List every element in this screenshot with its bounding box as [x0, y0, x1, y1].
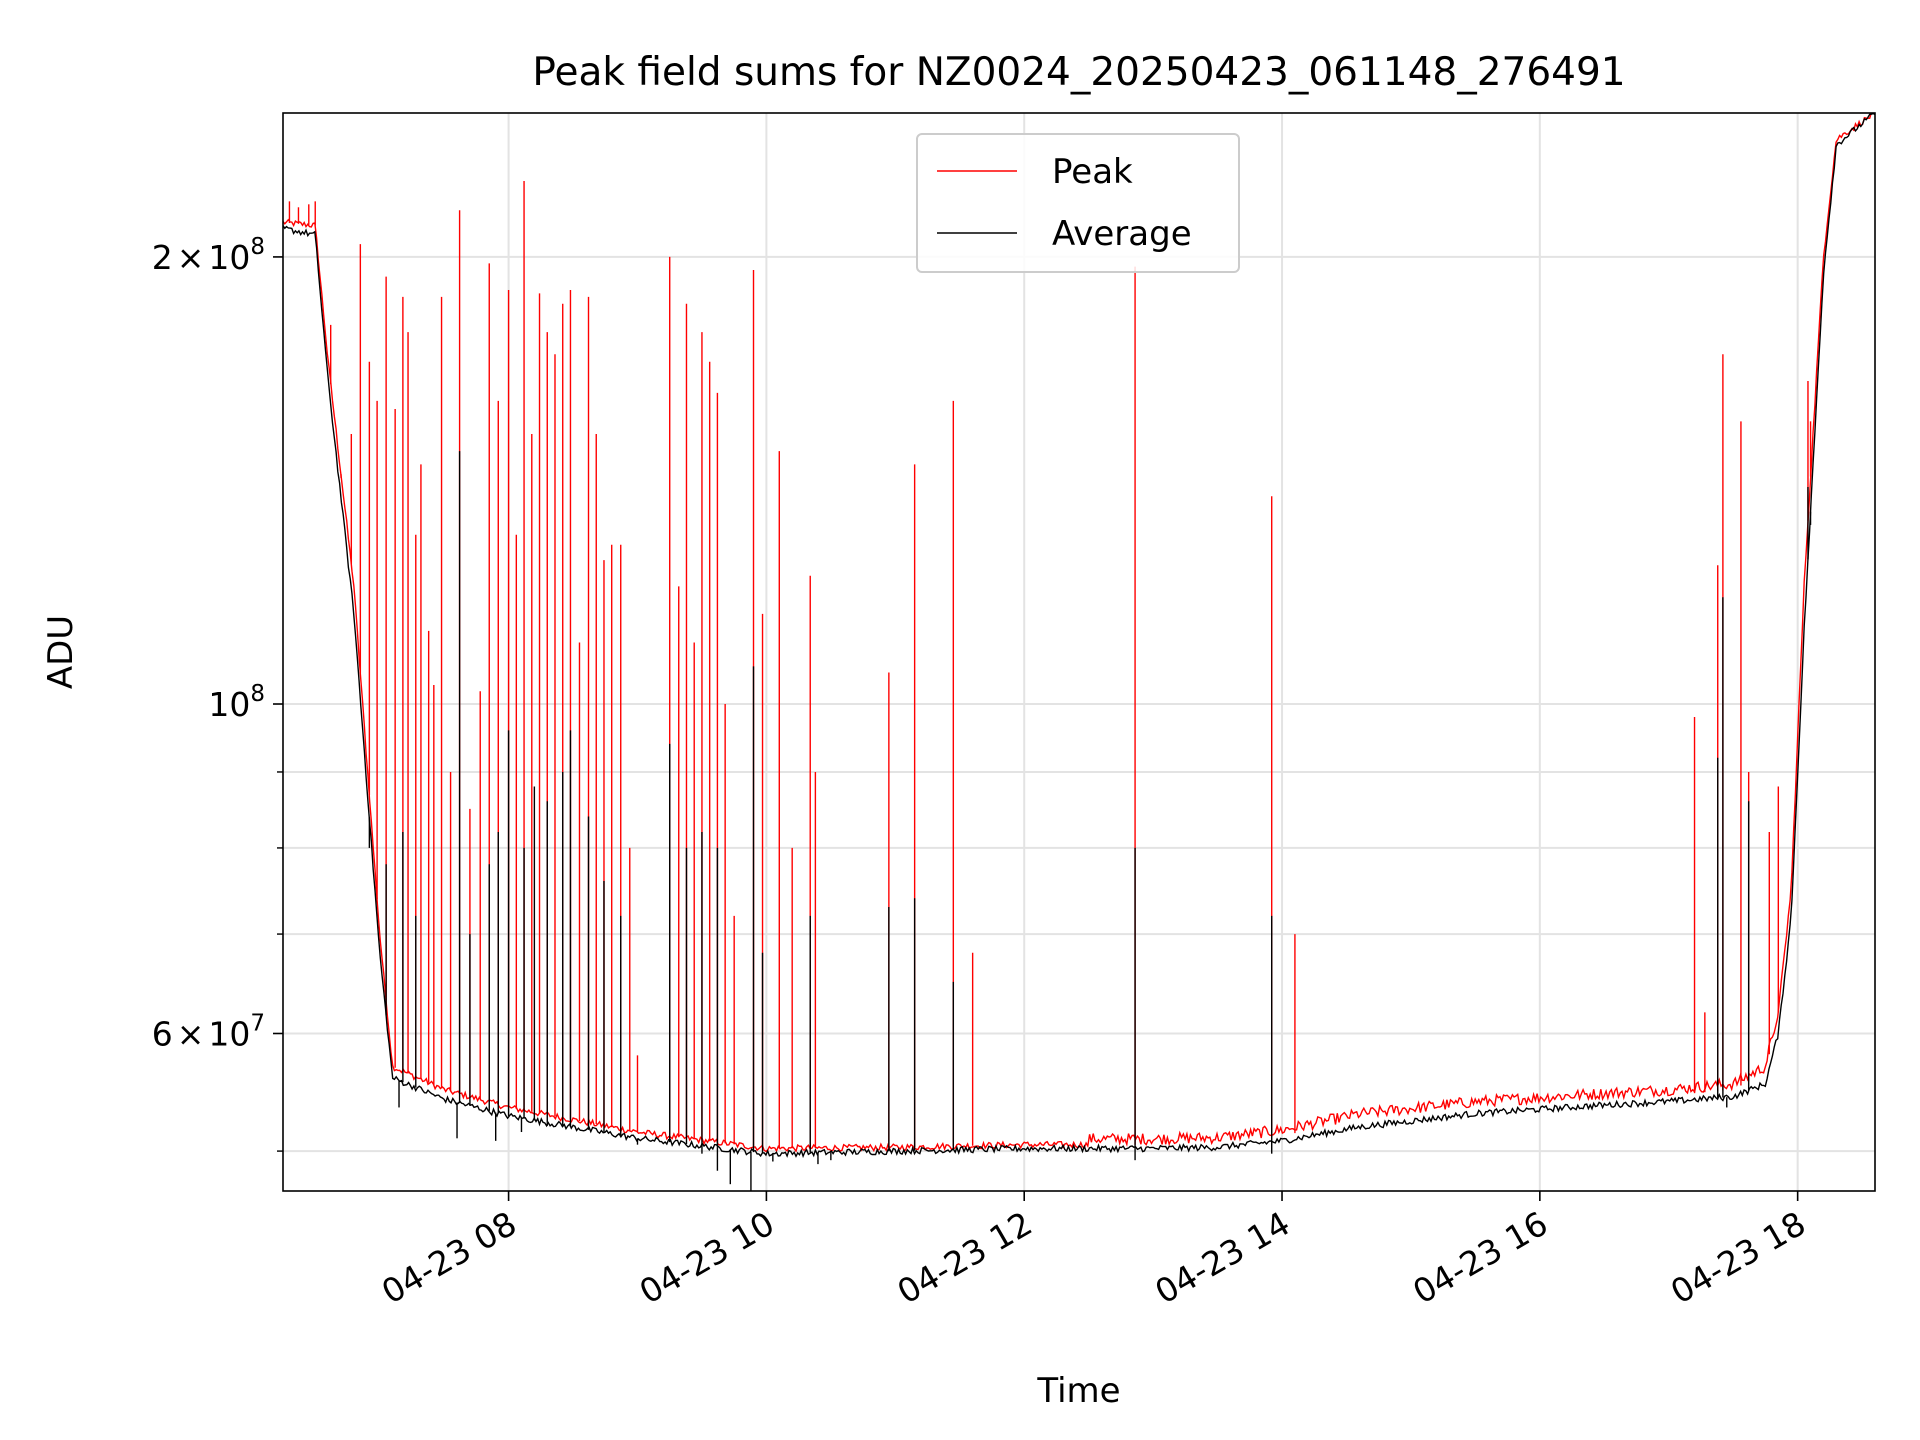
legend-label-average: Average — [1052, 214, 1192, 254]
gridlines — [283, 113, 1875, 1191]
series-layer — [283, 113, 1875, 1191]
y-tick-label: 2 × 108 — [152, 234, 265, 277]
series-average — [283, 113, 1875, 1191]
plot-frame — [282, 112, 1876, 1192]
chart-title: Peak field sums for NZ0024_20250423_0611… — [532, 50, 1625, 95]
average-line — [283, 113, 1875, 1159]
legend: Peak Average — [916, 133, 1240, 273]
legend-box — [916, 133, 1240, 273]
y-tick-label: 108 — [208, 681, 265, 724]
legend-label-peak: Peak — [1052, 152, 1133, 192]
x-axis-label: Time — [1036, 1371, 1120, 1411]
y-axis-label: ADU — [41, 615, 81, 689]
y-axis-ticks: 6 × 107 108 2 × 108 — [152, 234, 283, 1152]
y-tick-label: 6 × 107 — [152, 1010, 265, 1053]
